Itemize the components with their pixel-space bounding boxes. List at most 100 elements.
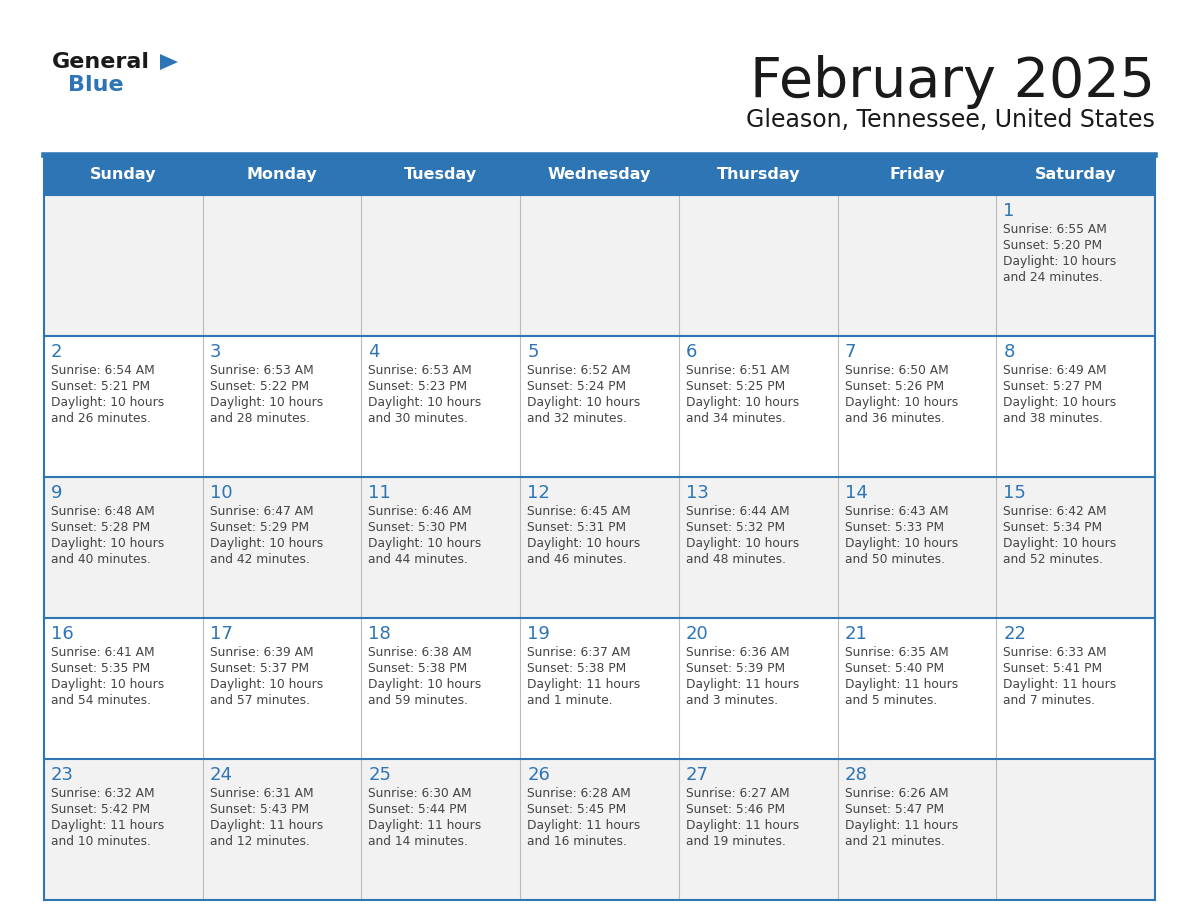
Text: Tuesday: Tuesday [404, 167, 478, 183]
Text: Sunset: 5:47 PM: Sunset: 5:47 PM [845, 803, 943, 816]
Text: Daylight: 11 hours: Daylight: 11 hours [685, 678, 800, 691]
Text: Sunrise: 6:47 AM: Sunrise: 6:47 AM [210, 505, 314, 518]
Text: 15: 15 [1004, 484, 1026, 502]
Text: and 21 minutes.: and 21 minutes. [845, 835, 944, 848]
Text: and 24 minutes.: and 24 minutes. [1004, 271, 1104, 284]
Text: Daylight: 10 hours: Daylight: 10 hours [210, 678, 323, 691]
Text: Daylight: 11 hours: Daylight: 11 hours [845, 678, 958, 691]
Text: Daylight: 10 hours: Daylight: 10 hours [685, 537, 800, 550]
Text: Sunset: 5:40 PM: Sunset: 5:40 PM [845, 662, 943, 675]
Text: 22: 22 [1004, 625, 1026, 643]
Text: Sunset: 5:30 PM: Sunset: 5:30 PM [368, 521, 468, 534]
Text: Sunset: 5:43 PM: Sunset: 5:43 PM [210, 803, 309, 816]
Text: Sunset: 5:24 PM: Sunset: 5:24 PM [527, 380, 626, 393]
Text: and 1 minute.: and 1 minute. [527, 694, 613, 707]
Text: and 19 minutes.: and 19 minutes. [685, 835, 785, 848]
Text: and 14 minutes.: and 14 minutes. [368, 835, 468, 848]
Text: 2: 2 [51, 343, 63, 361]
Bar [361, 155, 520, 195]
Text: Gleason, Tennessee, United States: Gleason, Tennessee, United States [746, 108, 1155, 132]
Text: Sunrise: 6:38 AM: Sunrise: 6:38 AM [368, 646, 472, 659]
Text: Sunrise: 6:37 AM: Sunrise: 6:37 AM [527, 646, 631, 659]
Bar [44, 477, 1155, 618]
Text: Sunrise: 6:52 AM: Sunrise: 6:52 AM [527, 364, 631, 377]
Text: Sunset: 5:29 PM: Sunset: 5:29 PM [210, 521, 309, 534]
Text: Daylight: 11 hours: Daylight: 11 hours [845, 819, 958, 832]
Text: Daylight: 10 hours: Daylight: 10 hours [845, 537, 958, 550]
Text: and 46 minutes.: and 46 minutes. [527, 553, 627, 566]
Text: Daylight: 11 hours: Daylight: 11 hours [51, 819, 164, 832]
Text: Daylight: 10 hours: Daylight: 10 hours [368, 396, 481, 409]
Text: 16: 16 [51, 625, 74, 643]
Bar [44, 155, 203, 195]
Text: and 59 minutes.: and 59 minutes. [368, 694, 468, 707]
Text: 14: 14 [845, 484, 867, 502]
Text: and 3 minutes.: and 3 minutes. [685, 694, 778, 707]
Text: Sunset: 5:31 PM: Sunset: 5:31 PM [527, 521, 626, 534]
Text: 18: 18 [368, 625, 391, 643]
Text: Sunrise: 6:41 AM: Sunrise: 6:41 AM [51, 646, 154, 659]
Text: and 54 minutes.: and 54 minutes. [51, 694, 151, 707]
Text: and 16 minutes.: and 16 minutes. [527, 835, 627, 848]
Text: Daylight: 10 hours: Daylight: 10 hours [51, 678, 164, 691]
Text: Sunset: 5:44 PM: Sunset: 5:44 PM [368, 803, 468, 816]
Text: Sunset: 5:26 PM: Sunset: 5:26 PM [845, 380, 943, 393]
Text: Daylight: 11 hours: Daylight: 11 hours [368, 819, 481, 832]
Text: Daylight: 11 hours: Daylight: 11 hours [527, 678, 640, 691]
Text: Daylight: 10 hours: Daylight: 10 hours [527, 537, 640, 550]
Text: Sunset: 5:28 PM: Sunset: 5:28 PM [51, 521, 150, 534]
Text: Sunrise: 6:39 AM: Sunrise: 6:39 AM [210, 646, 314, 659]
Text: 19: 19 [527, 625, 550, 643]
Text: Sunset: 5:27 PM: Sunset: 5:27 PM [1004, 380, 1102, 393]
Text: Daylight: 10 hours: Daylight: 10 hours [1004, 255, 1117, 268]
Text: 3: 3 [210, 343, 221, 361]
Text: Sunrise: 6:53 AM: Sunrise: 6:53 AM [368, 364, 472, 377]
Text: Daylight: 11 hours: Daylight: 11 hours [1004, 678, 1117, 691]
Text: Sunset: 5:20 PM: Sunset: 5:20 PM [1004, 239, 1102, 252]
Text: Sunset: 5:39 PM: Sunset: 5:39 PM [685, 662, 785, 675]
Text: and 7 minutes.: and 7 minutes. [1004, 694, 1095, 707]
Text: Daylight: 11 hours: Daylight: 11 hours [210, 819, 323, 832]
Text: and 40 minutes.: and 40 minutes. [51, 553, 151, 566]
Text: Sunrise: 6:50 AM: Sunrise: 6:50 AM [845, 364, 948, 377]
Text: Sunset: 5:21 PM: Sunset: 5:21 PM [51, 380, 150, 393]
Text: Sunrise: 6:26 AM: Sunrise: 6:26 AM [845, 787, 948, 800]
Text: and 34 minutes.: and 34 minutes. [685, 412, 785, 425]
Text: and 28 minutes.: and 28 minutes. [210, 412, 310, 425]
Text: Thursday: Thursday [716, 167, 800, 183]
Text: Sunrise: 6:28 AM: Sunrise: 6:28 AM [527, 787, 631, 800]
Text: Friday: Friday [889, 167, 944, 183]
Text: Daylight: 10 hours: Daylight: 10 hours [845, 396, 958, 409]
Text: 25: 25 [368, 766, 391, 784]
Text: 13: 13 [685, 484, 709, 502]
Text: Sunday: Sunday [90, 167, 157, 183]
Text: and 5 minutes.: and 5 minutes. [845, 694, 937, 707]
Text: Sunset: 5:38 PM: Sunset: 5:38 PM [368, 662, 468, 675]
Text: Sunrise: 6:44 AM: Sunrise: 6:44 AM [685, 505, 790, 518]
Text: Sunrise: 6:42 AM: Sunrise: 6:42 AM [1004, 505, 1107, 518]
Text: 28: 28 [845, 766, 867, 784]
Text: and 48 minutes.: and 48 minutes. [685, 553, 785, 566]
Text: Sunset: 5:34 PM: Sunset: 5:34 PM [1004, 521, 1102, 534]
Bar [997, 155, 1155, 195]
Bar [678, 155, 838, 195]
Bar [203, 155, 361, 195]
Text: Saturday: Saturday [1035, 167, 1117, 183]
Text: 26: 26 [527, 766, 550, 784]
Text: Sunrise: 6:43 AM: Sunrise: 6:43 AM [845, 505, 948, 518]
Text: Sunrise: 6:46 AM: Sunrise: 6:46 AM [368, 505, 472, 518]
Text: 24: 24 [210, 766, 233, 784]
Text: Sunrise: 6:51 AM: Sunrise: 6:51 AM [685, 364, 790, 377]
Text: Sunset: 5:41 PM: Sunset: 5:41 PM [1004, 662, 1102, 675]
Text: and 38 minutes.: and 38 minutes. [1004, 412, 1104, 425]
Text: and 50 minutes.: and 50 minutes. [845, 553, 944, 566]
Text: and 32 minutes.: and 32 minutes. [527, 412, 627, 425]
Text: Sunset: 5:35 PM: Sunset: 5:35 PM [51, 662, 150, 675]
Text: Daylight: 10 hours: Daylight: 10 hours [527, 396, 640, 409]
Text: Daylight: 11 hours: Daylight: 11 hours [685, 819, 800, 832]
Text: and 57 minutes.: and 57 minutes. [210, 694, 310, 707]
Text: Daylight: 10 hours: Daylight: 10 hours [368, 678, 481, 691]
Text: and 10 minutes.: and 10 minutes. [51, 835, 151, 848]
Text: and 42 minutes.: and 42 minutes. [210, 553, 310, 566]
Text: and 26 minutes.: and 26 minutes. [51, 412, 151, 425]
